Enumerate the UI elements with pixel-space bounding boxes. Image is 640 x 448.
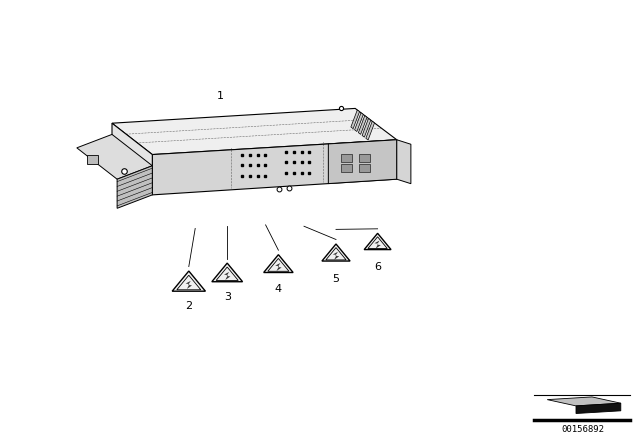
Polygon shape <box>117 166 152 208</box>
Text: 3: 3 <box>224 292 230 302</box>
Text: 6: 6 <box>374 263 381 272</box>
Polygon shape <box>86 155 97 164</box>
Polygon shape <box>362 118 371 137</box>
Polygon shape <box>264 254 293 272</box>
Polygon shape <box>341 164 353 172</box>
Polygon shape <box>355 113 364 132</box>
Polygon shape <box>275 263 282 271</box>
Polygon shape <box>112 123 152 195</box>
Polygon shape <box>374 241 381 249</box>
Polygon shape <box>328 140 397 184</box>
Polygon shape <box>112 108 397 155</box>
Polygon shape <box>359 154 371 162</box>
Text: 5: 5 <box>333 274 339 284</box>
Polygon shape <box>341 154 353 162</box>
Polygon shape <box>366 121 374 140</box>
Polygon shape <box>186 281 192 289</box>
Polygon shape <box>333 252 339 260</box>
Polygon shape <box>364 233 391 250</box>
Polygon shape <box>547 397 621 406</box>
Polygon shape <box>172 271 205 291</box>
Polygon shape <box>212 263 243 282</box>
Text: 2: 2 <box>185 301 193 310</box>
Polygon shape <box>359 164 371 172</box>
Polygon shape <box>152 140 397 195</box>
Polygon shape <box>351 110 360 129</box>
Polygon shape <box>77 134 152 179</box>
Polygon shape <box>322 244 350 261</box>
Text: 4: 4 <box>275 284 282 294</box>
Text: 1: 1 <box>218 91 224 101</box>
Polygon shape <box>358 116 367 134</box>
Polygon shape <box>576 403 621 414</box>
Polygon shape <box>224 272 230 280</box>
Polygon shape <box>397 140 411 184</box>
Text: 00156892: 00156892 <box>561 425 604 434</box>
